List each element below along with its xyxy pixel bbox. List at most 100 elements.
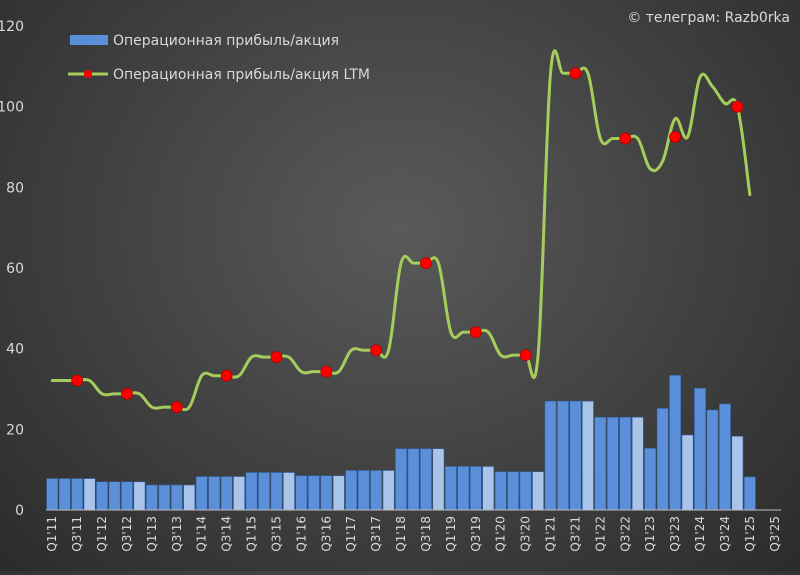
bar-Q2'12 xyxy=(108,481,121,511)
y-tick-label: 0 xyxy=(15,503,24,519)
legend: Операционная прибыль/акция Операционная … xyxy=(68,33,370,83)
axis-layer: 0 20 40 60 80 100 120 Q1'11 Q3'11 Q1'12 Q3'12 Q1'13… xyxy=(0,19,782,552)
bar-Q1'23 xyxy=(644,447,657,511)
bar-Q4'23 xyxy=(681,434,694,511)
x-tick-label: Q1'20 xyxy=(494,516,508,552)
legend-bar-swatch xyxy=(70,35,108,45)
ltm-marker-Q3'11 xyxy=(71,374,84,387)
bar-Q1'16 xyxy=(295,475,308,511)
bar-Q2'24 xyxy=(706,409,719,511)
bar-Q4'14 xyxy=(233,476,246,511)
ltm-marker-Q3'19 xyxy=(469,326,482,339)
bar-Q2'15 xyxy=(258,472,270,511)
bar-Q3'12 xyxy=(121,481,133,511)
bar-Q1'14 xyxy=(195,476,208,511)
bar-Q4'20 xyxy=(532,471,545,511)
x-tick-label: Q1'17 xyxy=(344,516,358,552)
bar-Q1'12 xyxy=(96,481,108,511)
x-tick-label: Q1'16 xyxy=(294,516,308,552)
x-tick-label: Q1'23 xyxy=(643,516,657,552)
x-tick-label: Q3'13 xyxy=(170,516,184,552)
x-tick-label: Q3'23 xyxy=(668,516,682,552)
bar-Q4'21 xyxy=(581,400,594,511)
bar-Q2'14 xyxy=(208,476,221,511)
bar-series-layer xyxy=(46,374,756,511)
x-tick-label: Q3'22 xyxy=(618,516,632,552)
x-tick-label: Q3'12 xyxy=(120,516,134,552)
bar-Q2'11 xyxy=(58,478,71,511)
ltm-marker-Q3'18 xyxy=(420,257,432,270)
x-tick-label: Q3'14 xyxy=(220,516,234,552)
x-tick-label: Q1'22 xyxy=(593,516,607,552)
bar-Q3'13 xyxy=(170,484,183,511)
line-series-layer xyxy=(50,49,752,414)
bar-Q4'15 xyxy=(282,472,295,511)
y-tick-label: 60 xyxy=(6,261,24,277)
x-tick-label: Q3'19 xyxy=(469,516,483,552)
x-tick-label: Q1'25 xyxy=(743,516,757,552)
bar-Q1'19 xyxy=(444,466,457,511)
bar-Q4'11 xyxy=(83,478,96,511)
bar-Q3'19 xyxy=(469,466,482,511)
x-tick-label: Q1'14 xyxy=(195,516,209,552)
bar-Q2'22 xyxy=(606,416,619,511)
bar-Q3'22 xyxy=(619,416,632,511)
x-tick-label: Q3'15 xyxy=(269,516,283,552)
x-tick-label: Q1'18 xyxy=(394,516,408,552)
bar-Q1'25 xyxy=(743,476,756,511)
bar-Q4'16 xyxy=(332,475,345,511)
x-tick-label: Q3'24 xyxy=(718,516,732,552)
ltm-marker-Q3'13 xyxy=(170,401,183,414)
bar-Q3'11 xyxy=(71,478,84,511)
bar-Q2'18 xyxy=(407,448,420,511)
ltm-marker-Q3'16 xyxy=(320,365,333,378)
bar-Q4'12 xyxy=(133,481,146,511)
x-tick-label: Q1'11 xyxy=(45,516,59,552)
y-tick-label: 20 xyxy=(6,422,24,438)
bar-Q4'18 xyxy=(432,448,445,511)
bar-Q2'19 xyxy=(457,466,470,511)
ltm-line xyxy=(50,49,752,412)
x-tick-label: Q3'16 xyxy=(319,516,333,552)
bar-Q3'21 xyxy=(569,400,582,511)
bar-Q4'24 xyxy=(731,435,744,511)
watermark-text: © телеграм: Razb0rka xyxy=(627,10,790,26)
x-tick-label: Q1'24 xyxy=(693,516,707,552)
ltm-marker-Q4'24 xyxy=(731,100,744,113)
x-tick-label: Q3'25 xyxy=(768,516,782,552)
bar-Q4'19 xyxy=(482,466,495,511)
bar-Q1'17 xyxy=(345,470,358,511)
bar-Q1'21 xyxy=(544,400,557,511)
x-tick-label: Q3'18 xyxy=(419,516,433,552)
bar-Q1'20 xyxy=(494,471,507,511)
bar-Q2'20 xyxy=(507,471,520,511)
bar-Q1'15 xyxy=(245,472,258,511)
y-tick-label: 40 xyxy=(6,342,24,358)
x-tick-label: Q1'19 xyxy=(444,516,458,552)
x-tick-label: Q1'15 xyxy=(245,516,259,552)
bar-Q2'23 xyxy=(656,408,669,511)
bar-Q3'14 xyxy=(220,476,233,511)
bar-Q3'23 xyxy=(669,374,682,511)
bar-Q3'17 xyxy=(370,470,383,511)
x-tick-label: Q3'11 xyxy=(70,516,84,552)
x-tick-label: Q1'21 xyxy=(544,516,558,552)
bar-Q3'16 xyxy=(320,475,333,511)
bar-Q2'13 xyxy=(158,484,171,511)
bar-Q1'18 xyxy=(395,448,407,511)
x-tick-label: Q3'20 xyxy=(519,516,533,552)
bar-Q3'15 xyxy=(270,472,283,511)
ltm-marker-Q3'17 xyxy=(370,344,383,357)
ltm-marker-Q3'22 xyxy=(619,132,632,145)
bar-Q1'13 xyxy=(145,484,158,511)
bar-Q4'17 xyxy=(382,470,395,511)
y-tick-label: 120 xyxy=(0,19,24,35)
x-tick-label: Q1'12 xyxy=(95,516,109,552)
bar-Q2'17 xyxy=(357,470,370,511)
ltm-marker-Q3'21 xyxy=(569,67,582,80)
y-tick-label: 100 xyxy=(0,100,24,116)
x-tick-label: Q3'17 xyxy=(369,516,383,552)
ltm-marker-Q3'23 xyxy=(669,131,682,143)
